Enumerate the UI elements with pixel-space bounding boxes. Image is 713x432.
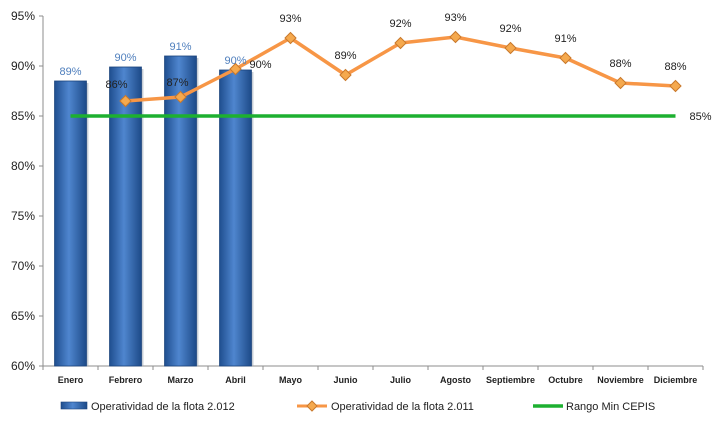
point-2011 — [339, 68, 352, 82]
y-tick-label: 70% — [11, 259, 35, 273]
reference-end-label: 85% — [690, 111, 712, 123]
point-2011 — [229, 62, 242, 76]
point-2011 — [504, 41, 517, 55]
line-data-label: 88% — [609, 58, 631, 70]
point-2011 — [174, 90, 187, 104]
line-data-label: 88% — [664, 61, 686, 73]
bar-2012 — [109, 66, 142, 367]
y-tick-label: 90% — [11, 59, 35, 73]
y-tick-label: 95% — [11, 9, 35, 23]
legend-label: Operatividad de la flota 2.011 — [331, 401, 474, 413]
point-2011 — [119, 94, 132, 108]
point-2011 — [614, 76, 627, 90]
bar-2012 — [164, 55, 197, 367]
bar-data-label: 90% — [114, 52, 136, 64]
x-tick-label: Febrero — [109, 375, 143, 385]
legend-item-2012: Operatividad de la flota 2.012 — [60, 401, 235, 413]
x-tick-label: Junio — [334, 375, 359, 385]
x-tick-label: Agosto — [440, 375, 471, 385]
x-tick-label: Enero — [58, 375, 84, 385]
y-tick-label: 80% — [11, 159, 35, 173]
bar-2012 — [54, 80, 87, 367]
line-data-label: 93% — [279, 13, 301, 25]
line-data-label: 92% — [389, 18, 411, 30]
point-2011 — [669, 79, 682, 93]
bar-2012 — [219, 69, 252, 367]
point-2011 — [394, 36, 407, 50]
legend-item-2011: Operatividad de la flota 2.011 — [297, 400, 474, 413]
x-tick-label: Mayo — [279, 375, 303, 385]
y-tick-label: 85% — [11, 109, 35, 123]
bar-data-label: 89% — [59, 66, 81, 78]
y-tick-label: 65% — [11, 309, 35, 323]
point-2011 — [449, 30, 462, 44]
x-tick-label: Abril — [225, 375, 246, 385]
legend-swatch-marker — [306, 400, 318, 412]
x-tick-label: Diciembre — [654, 375, 698, 385]
line-data-label: 91% — [554, 33, 576, 45]
bar-data-label: 90% — [224, 55, 246, 67]
x-tick-label: Noviembre — [597, 375, 644, 385]
line-data-label: 86% — [105, 79, 127, 91]
legend-label: Rango Min CEPIS — [566, 401, 655, 413]
bar-data-label: 91% — [169, 41, 191, 53]
line-data-label: 89% — [334, 50, 356, 62]
point-2011 — [284, 31, 297, 45]
line-data-label: 92% — [499, 23, 521, 35]
x-tick-label: Septiembre — [486, 375, 535, 385]
line-data-label: 93% — [444, 12, 466, 24]
x-tick-label: Marzo — [167, 375, 194, 385]
line-data-label: 90% — [250, 59, 272, 71]
x-tick-label: Octubre — [548, 375, 583, 385]
y-tick-label: 75% — [11, 209, 35, 223]
line-data-label: 87% — [166, 77, 188, 89]
legend-swatch-bar — [60, 401, 88, 410]
point-2011 — [559, 51, 572, 65]
legend-item-cepis: Rango Min CEPIS — [533, 401, 655, 413]
legend-label: Operatividad de la flota 2.012 — [91, 401, 235, 413]
y-tick-label: 60% — [11, 359, 35, 373]
x-tick-label: Julio — [390, 375, 412, 385]
